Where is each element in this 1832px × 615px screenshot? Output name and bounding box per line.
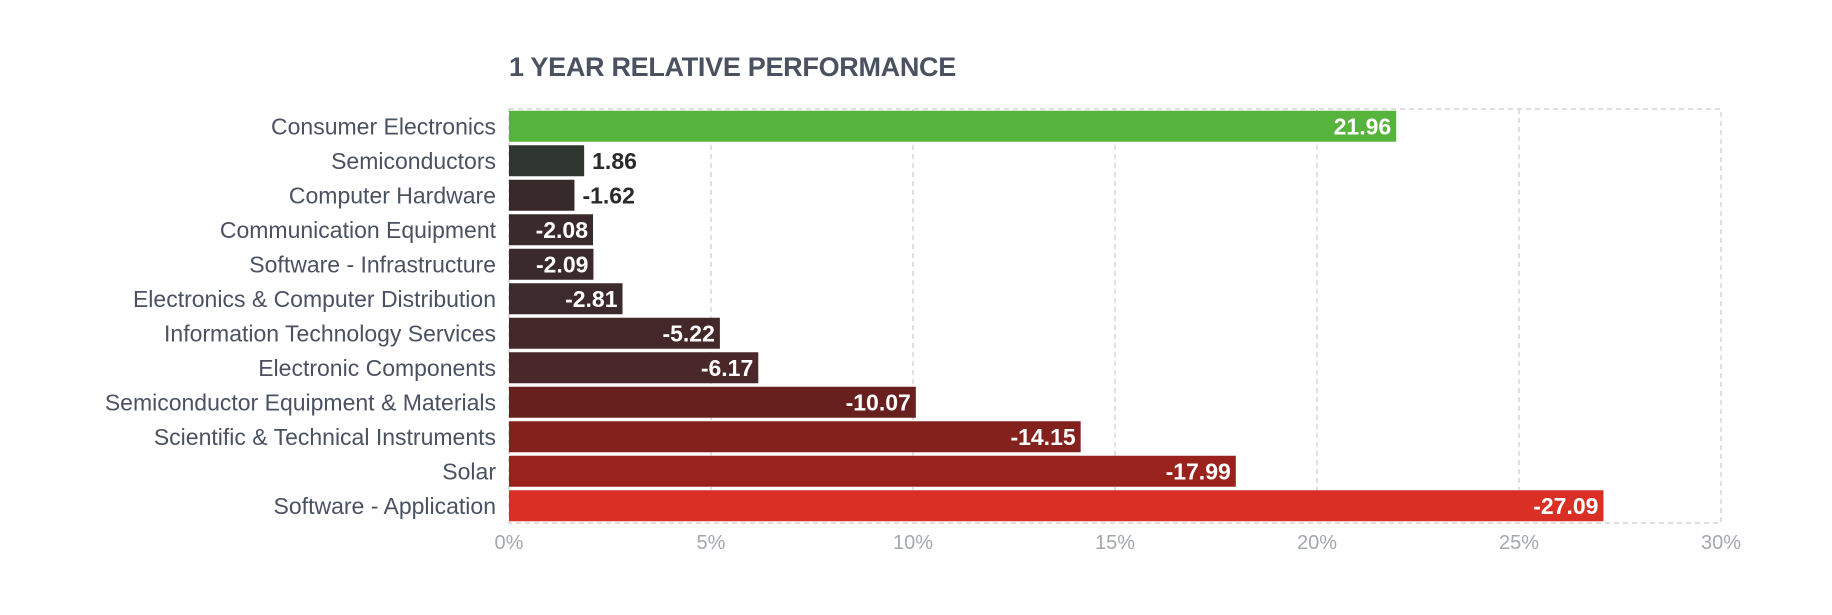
category-label: Software - Application	[274, 493, 496, 519]
value-label: -17.99	[1166, 458, 1231, 484]
category-label: Software - Infrastructure	[249, 251, 496, 277]
x-tick-label: 30%	[1701, 532, 1741, 554]
value-label: -14.15	[1010, 424, 1075, 450]
bar	[509, 179, 575, 211]
bar	[509, 145, 585, 177]
x-tick-label: 5%	[697, 532, 726, 554]
value-label: -2.09	[536, 251, 588, 277]
category-label: Information Technology Services	[164, 320, 496, 346]
category-label: Solar	[442, 458, 496, 484]
x-tick-label: 10%	[893, 532, 933, 554]
category-label: Semiconductors	[331, 148, 496, 174]
category-label: Computer Hardware	[289, 182, 496, 208]
bar	[509, 283, 623, 315]
bar	[509, 110, 1397, 142]
bar	[509, 455, 1236, 487]
x-tick-label: 15%	[1095, 532, 1135, 554]
x-tick-label: 25%	[1499, 532, 1539, 554]
value-label: 1.86	[592, 148, 637, 174]
value-label: -1.62	[582, 182, 634, 208]
category-label: Consumer Electronics	[271, 113, 496, 139]
bar	[509, 421, 1081, 453]
category-label: Communication Equipment	[220, 217, 497, 243]
chart-title: 1 YEAR RELATIVE PERFORMANCE	[509, 52, 956, 82]
category-label: Semiconductor Equipment & Materials	[105, 389, 496, 415]
plot-frame	[508, 108, 1722, 524]
category-label: Electronic Components	[258, 355, 496, 381]
x-tick-label: 20%	[1297, 532, 1337, 554]
bar	[509, 214, 594, 246]
bar	[509, 317, 720, 349]
value-label: 21.96	[1334, 113, 1392, 139]
bar	[509, 490, 1604, 522]
value-label: -6.17	[701, 355, 753, 381]
category-label: Electronics & Computer Distribution	[133, 286, 496, 312]
value-label: -10.07	[846, 389, 911, 415]
value-label: -2.08	[536, 217, 589, 243]
value-label: -2.81	[565, 286, 618, 312]
value-label: -5.22	[662, 320, 714, 346]
bar	[509, 352, 759, 384]
bar	[509, 386, 916, 418]
bar	[509, 248, 594, 280]
x-tick-label: 0%	[495, 532, 524, 554]
value-label: -27.09	[1533, 493, 1598, 519]
category-label: Scientific & Technical Instruments	[154, 424, 496, 450]
